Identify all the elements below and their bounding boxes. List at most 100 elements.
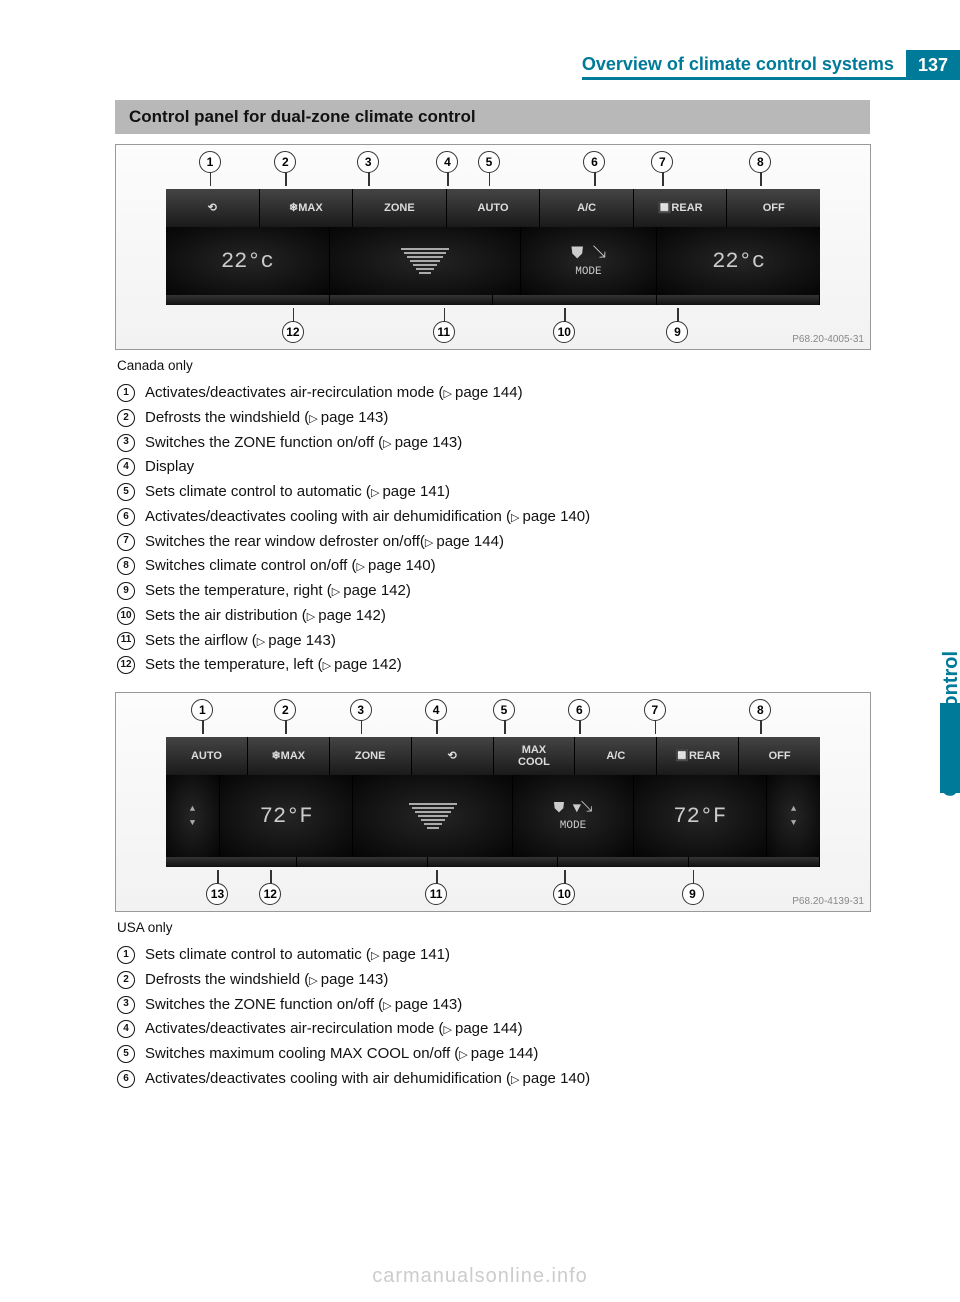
panel-button: 🔲REAR — [634, 189, 728, 227]
legend-item-5: 5Switches maximum cooling MAX COOL on/of… — [117, 1042, 870, 1067]
legend-number: 8 — [117, 557, 135, 575]
panel-button-row: AUTO❄MAXZONE⟲MAX COOLA/C🔲REAROFF — [166, 737, 820, 775]
callout-11: 11 — [433, 321, 455, 343]
legend-item-4: 4Activates/deactivates air-recirculation… — [117, 1017, 870, 1042]
legend-number: 3 — [117, 434, 135, 452]
callout-2: 2 — [274, 151, 296, 173]
legend-number: 4 — [117, 458, 135, 476]
callout-9: 9 — [666, 321, 688, 343]
legend-text: Defrosts the windshield (page 143) — [145, 968, 388, 993]
legend-item-2: 2 Defrosts the windshield (page 143) — [117, 406, 870, 431]
disp-temp-right: 22°c — [657, 227, 820, 295]
temp-updown-left: ▲▼ — [166, 775, 220, 857]
legend-number: 2 — [117, 971, 135, 989]
defrost-person-icon: ⛊ ↘ — [571, 245, 605, 263]
panel-button: ZONE — [353, 189, 447, 227]
legend-text: Activates/deactivates cooling with air d… — [145, 1067, 590, 1092]
legend-number: 3 — [117, 996, 135, 1014]
legend-number: 2 — [117, 409, 135, 427]
callout-4: 4 — [425, 699, 447, 721]
legend-number: 5 — [117, 483, 135, 501]
legend-item-3: 3Switches the ZONE function on/off (page… — [117, 993, 870, 1018]
legend-item-6: 6 Activates/deactivates cooling with air … — [117, 1067, 870, 1092]
legend-item-6: 6Activates/deactivates cooling with air … — [117, 505, 870, 530]
legend-item-3: 3Switches the ZONE function on/off (page… — [117, 431, 870, 456]
callout-13: 13 — [206, 883, 228, 905]
section-heading: Control panel for dual-zone climate cont… — [115, 100, 870, 134]
legend-item-11: 11Sets the airflow (page 143) — [117, 629, 870, 654]
legend-text: Sets the temperature, left (page 142) — [145, 653, 402, 678]
figure-usa-panel: AUTO❄MAXZONE⟲MAX COOLA/C🔲REAROFF ▲▼ 72°F… — [115, 692, 871, 912]
panel-button: ZONE — [330, 737, 412, 775]
legend-item-1: 1 Activates/deactivates air-recirculation… — [117, 381, 870, 406]
legend-item-9: 9 Sets the temperature, right (page 142) — [117, 579, 870, 604]
panel-bottom-row — [166, 857, 820, 867]
panel-display-row: ▲▼ 72°F ⛊ ▼↘ MODE 72°F ▲▼ — [166, 775, 820, 857]
legend-number: 9 — [117, 582, 135, 600]
callout-2: 2 — [274, 699, 296, 721]
legend-number: 6 — [117, 508, 135, 526]
fan-icon — [409, 803, 457, 829]
side-tab-label: Climate control — [941, 651, 960, 797]
header-title: Overview of climate control systems — [582, 50, 906, 80]
legend-text: Sets the airflow (page 143) — [145, 629, 336, 654]
legend-canada: 1 Activates/deactivates air-recirculation… — [117, 381, 870, 678]
disp-fan — [353, 775, 513, 857]
panel-bottom-row — [166, 295, 820, 305]
legend-number: 7 — [117, 533, 135, 551]
page-number: 137 — [906, 50, 960, 80]
legend-number: 1 — [117, 384, 135, 402]
legend-number: 6 — [117, 1070, 135, 1088]
callout-3: 3 — [357, 151, 379, 173]
callout-6: 6 — [568, 699, 590, 721]
panel-display-row: 22°c ⛊ ↘ MODE 22°c — [166, 227, 820, 295]
mode-label: MODE — [560, 820, 586, 832]
legend-number: 5 — [117, 1045, 135, 1063]
legend-number: 4 — [117, 1020, 135, 1038]
panel-button: AUTO — [447, 189, 541, 227]
panel-button: AUTO — [166, 737, 248, 775]
disp-fan — [330, 227, 521, 295]
panel-button: MAX COOL — [494, 737, 576, 775]
callout-3: 3 — [350, 699, 372, 721]
legend-text: Defrosts the windshield (page 143) — [145, 406, 388, 431]
climate-panel-usa: AUTO❄MAXZONE⟲MAX COOLA/C🔲REAROFF ▲▼ 72°F… — [166, 737, 820, 867]
callout-1: 1 — [191, 699, 213, 721]
legend-item-12: 12Sets the temperature, left (page 142) — [117, 653, 870, 678]
legend-item-8: 8Switches climate control on/off (page 1… — [117, 554, 870, 579]
callout-9: 9 — [682, 883, 704, 905]
figure-code: P68.20-4005-31 — [792, 334, 864, 345]
legend-item-5: 5Sets climate control to automatic (page… — [117, 480, 870, 505]
legend-item-7: 7 Switches the rear window defroster on/o… — [117, 530, 870, 555]
callout-7: 7 — [651, 151, 673, 173]
legend-text: Activates/deactivates air-recirculation … — [145, 381, 523, 406]
legend-number: 1 — [117, 946, 135, 964]
figure-code: P68.20-4139-31 — [792, 896, 864, 907]
callout-5: 5 — [478, 151, 500, 173]
legend-text: Sets the temperature, right (page 142) — [145, 579, 411, 604]
disp-temp-left: 72°F — [220, 775, 353, 857]
panel-button: 🔲REAR — [657, 737, 739, 775]
panel-button: ⟲ — [166, 189, 260, 227]
legend-item-10: 10Sets the air distribution (page 142) — [117, 604, 870, 629]
callout-12: 12 — [259, 883, 281, 905]
panel-button: A/C — [540, 189, 634, 227]
callout-5: 5 — [493, 699, 515, 721]
figure-canada-panel: ⟲❄MAXZONEAUTOA/C🔲REAROFF 22°c ⛊ ↘ MODE — [115, 144, 871, 350]
callout-11: 11 — [425, 883, 447, 905]
callout-7: 7 — [644, 699, 666, 721]
legend-item-1: 1Sets climate control to automatic (page… — [117, 943, 870, 968]
panel-button: ⟲ — [412, 737, 494, 775]
legend-text: Sets the air distribution (page 142) — [145, 604, 386, 629]
panel-button: ❄MAX — [248, 737, 330, 775]
fan-icon — [401, 248, 449, 274]
panel-button: A/C — [575, 737, 657, 775]
legend-text: Switches the rear window defroster on/of… — [145, 530, 504, 555]
figure-caption-canada: Canada only — [117, 358, 870, 373]
footer-watermark: carmanualsonline.info — [0, 1265, 960, 1288]
callout-1: 1 — [199, 151, 221, 173]
disp-temp-left: 22°c — [166, 227, 330, 295]
callout-12: 12 — [282, 321, 304, 343]
legend-text: Display — [145, 455, 194, 480]
callout-8: 8 — [749, 151, 771, 173]
